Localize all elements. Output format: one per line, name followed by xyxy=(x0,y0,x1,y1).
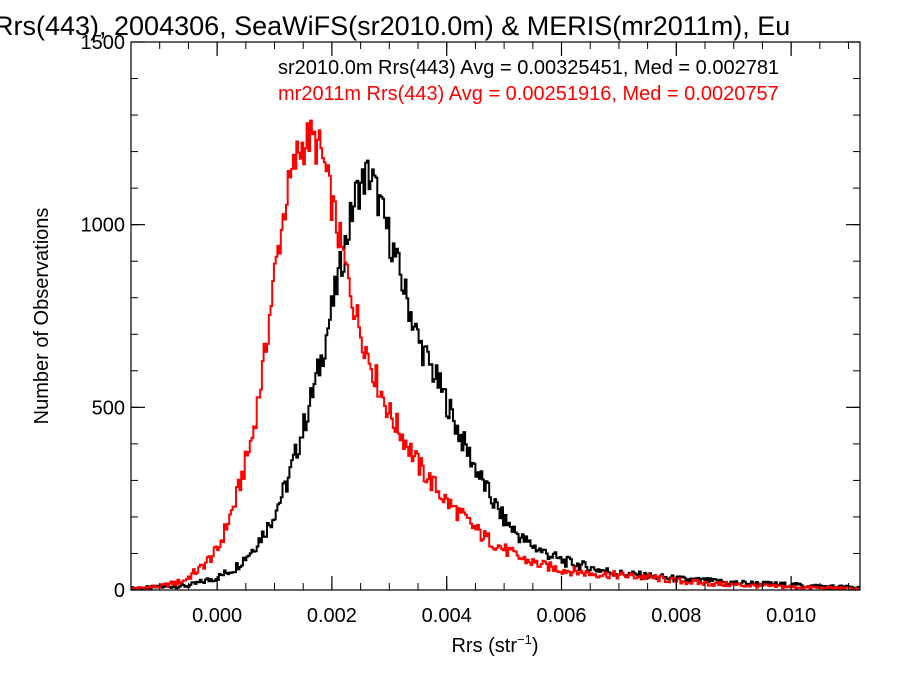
y-tick-label: 1500 xyxy=(81,32,126,54)
series-line-sr2010.0m xyxy=(131,159,860,590)
legend: sr2010.0m Rrs(443) Avg = 0.00325451, Med… xyxy=(278,57,779,105)
y-axis-label: Number of Observations xyxy=(31,208,53,425)
x-axis-label-main: Rrs (str xyxy=(451,635,517,657)
chart-title: Rrs(443), 2004306, SeaWiFS(sr2010.0m) & … xyxy=(0,11,790,41)
x-tick-label: 0.006 xyxy=(536,605,586,627)
y-tick-label: 1000 xyxy=(81,215,126,237)
legend-stats-sr2010.0m: sr2010.0m Rrs(443) Avg = 0.00325451, Med… xyxy=(278,57,779,79)
x-tick-label: 0.004 xyxy=(422,605,472,627)
x-tick-label: 0.008 xyxy=(651,605,701,627)
x-axis-label-superscript: −1 xyxy=(517,632,532,647)
x-tick-label: 0.000 xyxy=(192,605,242,627)
y-axis: 0 500 1000 1500 xyxy=(81,32,860,602)
y-tick-label: 500 xyxy=(92,397,125,419)
x-tick-label: 0.010 xyxy=(766,605,816,627)
x-tick-label: 0.002 xyxy=(307,605,357,627)
x-axis-label: Rrs (str−1) xyxy=(451,632,538,657)
plot-marks xyxy=(131,119,860,590)
legend-stats-mr2011m: mr2011m Rrs(443) Avg = 0.00251916, Med =… xyxy=(278,83,779,105)
x-axis: 0.000 0.002 0.004 0.006 0.008 0.010 xyxy=(130,42,850,627)
series-line-mr2011m xyxy=(131,119,860,590)
y-tick-label: 0 xyxy=(114,580,125,602)
x-axis-label-end: ) xyxy=(532,635,539,657)
plot-frame xyxy=(130,41,861,591)
